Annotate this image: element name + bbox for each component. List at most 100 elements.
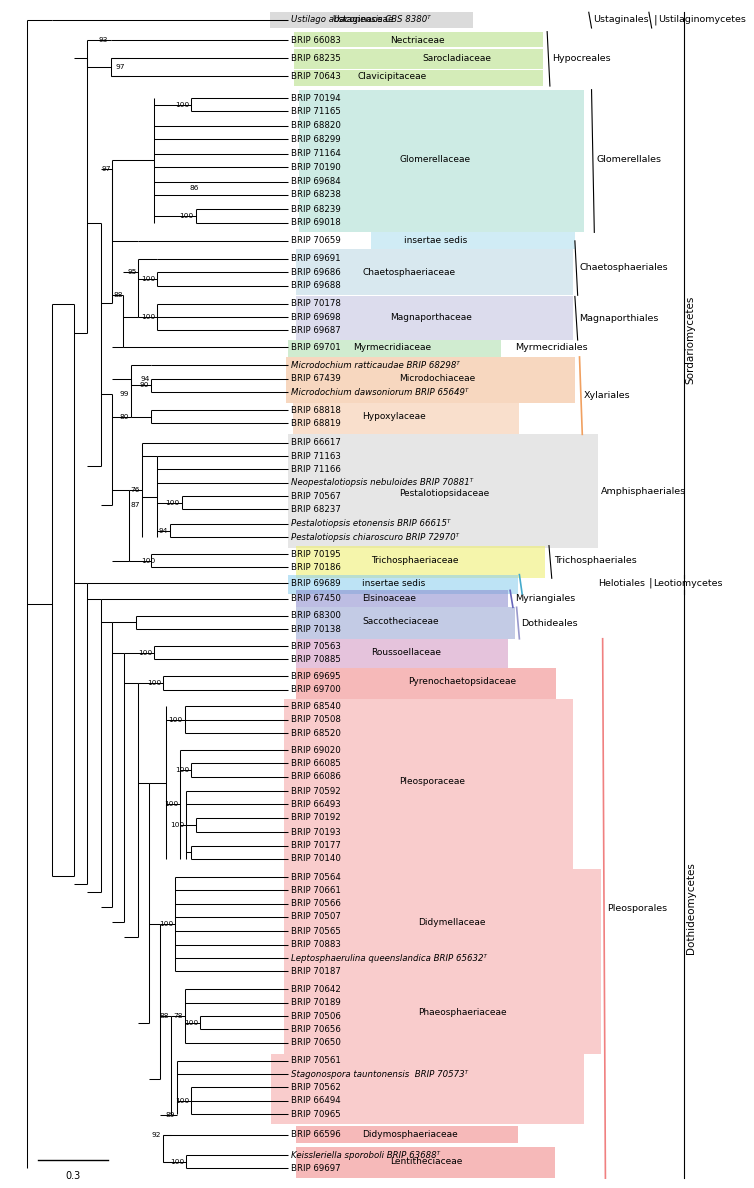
Text: BRIP 68239: BRIP 68239 [291, 204, 341, 214]
Text: BRIP 70177: BRIP 70177 [291, 841, 341, 851]
Text: BRIP 70506: BRIP 70506 [291, 1012, 341, 1020]
Text: Chaetosphaeriaceae: Chaetosphaeriaceae [362, 267, 455, 277]
Text: 100: 100 [175, 1098, 189, 1104]
Bar [293, 403, 520, 435]
Text: BRIP 70189: BRIP 70189 [291, 998, 341, 1007]
Text: 100: 100 [175, 767, 189, 773]
Text: BRIP 70140: BRIP 70140 [291, 854, 341, 864]
Text: 100: 100 [179, 213, 194, 219]
Text: Xylariales: Xylariales [584, 391, 631, 400]
Text: BRIP 66596: BRIP 66596 [291, 1130, 341, 1139]
Text: BRIP 66617: BRIP 66617 [291, 438, 341, 448]
Text: 100: 100 [166, 500, 180, 506]
Text: 88: 88 [159, 1013, 169, 1019]
Text: 100: 100 [141, 314, 155, 320]
Bar [296, 249, 573, 296]
Text: Pestalotiopsis chiaroscuro BRIP 72970ᵀ: Pestalotiopsis chiaroscuro BRIP 72970ᵀ [291, 532, 459, 542]
Text: 100: 100 [147, 680, 161, 685]
Text: 100: 100 [170, 1158, 185, 1164]
Bar [288, 340, 501, 356]
Text: BRIP 71166: BRIP 71166 [291, 465, 341, 474]
Text: BRIP 70561: BRIP 70561 [291, 1056, 341, 1066]
Text: BRIP 69018: BRIP 69018 [291, 219, 341, 227]
Text: BRIP 70883: BRIP 70883 [291, 940, 341, 949]
Text: BRIP 70562: BRIP 70562 [291, 1083, 341, 1092]
Text: |: | [654, 14, 657, 25]
Text: BRIP 69701: BRIP 69701 [291, 343, 341, 352]
Text: BRIP 70138: BRIP 70138 [291, 625, 341, 633]
Text: Neopestalotiopsis nebuloides BRIP 70881ᵀ: Neopestalotiopsis nebuloides BRIP 70881ᵀ [291, 479, 473, 487]
Text: 94: 94 [158, 527, 168, 533]
Text: BRIP 69688: BRIP 69688 [291, 282, 341, 290]
Text: 100: 100 [141, 276, 155, 282]
Text: 100: 100 [170, 822, 185, 828]
Text: 90: 90 [140, 383, 149, 388]
Text: insertae sedis: insertae sedis [362, 579, 425, 588]
Bar [294, 32, 543, 48]
Bar [294, 70, 543, 86]
Text: 89: 89 [166, 1112, 175, 1118]
Text: 88: 88 [114, 292, 124, 298]
Text: BRIP 70564: BRIP 70564 [291, 872, 341, 881]
Text: Leptosphaerulina queenslandica BRIP 65632ᵀ: Leptosphaerulina queenslandica BRIP 6563… [291, 954, 487, 962]
Text: BRIP 66493: BRIP 66493 [291, 800, 341, 809]
Text: BRIP 68818: BRIP 68818 [291, 405, 341, 415]
Text: BRIP 68235: BRIP 68235 [291, 53, 341, 63]
Text: BRIP 70193: BRIP 70193 [291, 828, 341, 836]
Text: Keissleriella sporoboli BRIP 63688ᵀ: Keissleriella sporoboli BRIP 63688ᵀ [291, 1151, 440, 1159]
Text: BRIP 70508: BRIP 70508 [291, 715, 341, 725]
Text: BRIP 69686: BRIP 69686 [291, 267, 341, 277]
Text: Trichosphaeriaceae: Trichosphaeriaceae [372, 556, 459, 564]
Text: Elsinoaceae: Elsinoaceae [362, 594, 416, 604]
Text: Myrmecridiaceae: Myrmecridiaceae [353, 343, 431, 352]
Bar [296, 607, 515, 639]
Text: BRIP 68540: BRIP 68540 [291, 702, 341, 710]
Text: Clavicipitaceae: Clavicipitaceae [357, 71, 427, 81]
Bar [372, 233, 575, 249]
Text: BRIP 70565: BRIP 70565 [291, 927, 341, 936]
Text: BRIP 69697: BRIP 69697 [291, 1164, 341, 1173]
Text: 97: 97 [116, 64, 125, 70]
Text: BRIP 70885: BRIP 70885 [291, 655, 341, 664]
Text: BRIP 71163: BRIP 71163 [291, 451, 341, 461]
Text: BRIP 67450: BRIP 67450 [291, 594, 341, 604]
Text: BRIP 70194: BRIP 70194 [291, 94, 341, 102]
Text: Phaeosphaeriaceae: Phaeosphaeriaceae [418, 1007, 506, 1017]
Text: 100: 100 [168, 716, 182, 722]
Text: BRIP 70566: BRIP 70566 [291, 899, 341, 908]
Text: Amphisphaeriales: Amphisphaeriales [601, 487, 686, 495]
Text: BRIP 70650: BRIP 70650 [291, 1038, 341, 1047]
Text: BRIP 68238: BRIP 68238 [291, 190, 341, 200]
Text: BRIP 70643: BRIP 70643 [291, 71, 341, 81]
Text: BRIP 66085: BRIP 66085 [291, 759, 341, 767]
Text: BRIP 68819: BRIP 68819 [291, 419, 341, 428]
Text: 86: 86 [189, 185, 198, 191]
Text: Didymellaceae: Didymellaceae [418, 918, 485, 928]
Text: 100: 100 [184, 1019, 198, 1025]
Text: Magnaporthaceae: Magnaporthaceae [390, 312, 472, 322]
Text: BRIP 70661: BRIP 70661 [291, 886, 341, 895]
Text: Roussoellaceae: Roussoellaceae [372, 647, 441, 657]
Text: BRIP 66083: BRIP 66083 [291, 36, 341, 45]
Text: Pleosporaceae: Pleosporaceae [399, 777, 465, 786]
Text: Sordariomycetes: Sordariomycetes [685, 296, 695, 384]
Text: BRIP 70563: BRIP 70563 [291, 642, 341, 651]
Text: BRIP 70190: BRIP 70190 [291, 163, 341, 171]
Text: |: | [649, 577, 652, 588]
Text: Pleosporales: Pleosporales [607, 904, 667, 912]
Text: 100: 100 [141, 557, 155, 564]
Text: Sarocladiaceae: Sarocladiaceae [422, 53, 492, 63]
Text: Dothideomycetes: Dothideomycetes [685, 862, 695, 954]
Text: BRIP 71164: BRIP 71164 [291, 150, 341, 158]
Text: insertae sedis: insertae sedis [403, 236, 467, 246]
Text: Hypoxylaceae: Hypoxylaceae [362, 412, 426, 421]
Bar [296, 297, 573, 340]
Text: 0.3: 0.3 [66, 1171, 81, 1181]
Text: BRIP 69700: BRIP 69700 [291, 685, 341, 694]
Text: Microdochiaceae: Microdochiaceae [399, 374, 475, 384]
Text: Ustaginaceae: Ustaginaceae [333, 15, 394, 24]
Text: Dothideales: Dothideales [521, 619, 578, 627]
Text: Glomerellales: Glomerellales [596, 156, 661, 164]
Bar [296, 1126, 517, 1143]
Text: BRIP 69020: BRIP 69020 [291, 746, 341, 754]
